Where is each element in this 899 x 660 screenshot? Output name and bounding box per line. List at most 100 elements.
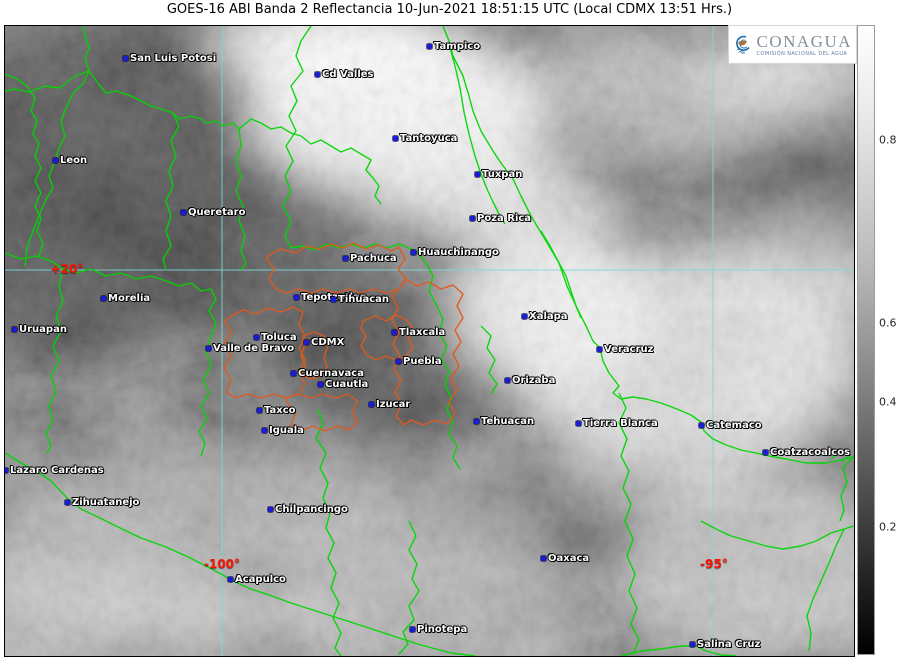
city-label: Izucar — [376, 398, 411, 410]
city-label: Tlaxcala — [399, 326, 446, 338]
city-dot-icon — [206, 345, 211, 351]
city-marker: Cd Valles — [315, 69, 374, 80]
city-dot-icon — [410, 626, 415, 632]
city-dot-icon — [427, 43, 432, 49]
city-label: San Luis Potosi — [130, 52, 217, 64]
city-marker: Acapulco — [228, 574, 286, 585]
city-label: Tierra Blanca — [583, 417, 658, 429]
city-marker: Queretaro — [181, 207, 245, 218]
city-marker: San Luis Potosi — [123, 53, 216, 64]
city-dot-icon — [343, 255, 348, 261]
colorbar-tick-label: 0.8 — [879, 133, 897, 147]
city-label: Cuernavaca — [298, 367, 364, 379]
city-marker: Pinotepa — [410, 624, 467, 635]
city-dot-icon — [699, 422, 704, 428]
city-marker: Tihuacan — [331, 294, 389, 305]
logo-subtitle: COMISIÓN NACIONAL DEL AGUA — [756, 50, 848, 57]
city-label: Cd Valles — [322, 68, 374, 80]
city-marker: Chilpancingo — [268, 504, 348, 515]
city-marker: Izucar — [369, 399, 410, 410]
city-label: Tampico — [434, 40, 481, 52]
city-dot-icon — [294, 294, 299, 300]
city-dot-icon — [123, 55, 128, 61]
colorbar-tick-label: 0.6 — [879, 316, 897, 330]
city-dot-icon — [690, 641, 695, 647]
city-marker: Iguala — [262, 425, 304, 436]
city-label: Morelia — [108, 292, 151, 304]
city-marker: Tantoyuca — [393, 133, 457, 144]
city-marker: CDMX — [304, 337, 344, 348]
city-dot-icon — [597, 346, 602, 352]
graticule-label: -95° — [700, 557, 728, 571]
city-label: Oaxaca — [548, 552, 590, 564]
city-marker: Poza Rica — [470, 213, 531, 224]
city-dot-icon — [181, 209, 186, 215]
city-label: Leon — [60, 154, 88, 166]
city-marker: Tampico — [427, 41, 480, 52]
city-dot-icon — [474, 418, 479, 424]
city-dot-icon — [5, 467, 8, 473]
city-marker: Huauchinango — [411, 247, 499, 258]
city-dot-icon — [392, 329, 397, 335]
graticule-label: -100° — [203, 557, 241, 571]
city-dot-icon — [331, 296, 336, 302]
city-dot-icon — [318, 381, 323, 387]
city-marker: Orizaba — [505, 375, 555, 386]
city-label: Lazaro Cardenas — [10, 464, 104, 476]
city-marker: Zihuatanejo — [65, 497, 139, 508]
city-label: Queretaro — [188, 206, 246, 218]
city-dot-icon — [257, 407, 262, 413]
figure-title: GOES-16 ABI Banda 2 Reflectancia 10-Jun-… — [166, 2, 733, 17]
city-marker: Tuxpan — [475, 169, 522, 180]
city-dot-icon — [393, 135, 398, 141]
city-label: Valle de Bravo — [213, 342, 295, 354]
state-boundaries — [5, 26, 854, 656]
city-dot-icon — [53, 157, 58, 163]
city-marker: Veracruz — [597, 344, 653, 355]
city-label: Cuautla — [325, 378, 369, 390]
city-label: Poza Rica — [477, 212, 532, 224]
city-label: Uruapan — [19, 323, 67, 335]
city-dot-icon — [541, 555, 546, 561]
city-marker: Toluca — [254, 332, 297, 343]
city-label: Huauchinango — [418, 246, 499, 258]
city-dot-icon — [268, 506, 273, 512]
city-marker: Oaxaca — [541, 553, 589, 564]
highlight-boundaries — [223, 242, 464, 432]
city-marker: Tlaxcala — [392, 327, 445, 338]
graticule-label: +20° — [50, 262, 84, 276]
city-dot-icon — [763, 449, 768, 455]
city-dot-icon — [522, 313, 527, 319]
city-layer: San Luis Potosi Cd Valles Tampico Tantoyuca… — [5, 26, 854, 656]
city-marker: Valle de Bravo — [206, 343, 294, 354]
conagua-water-icon — [736, 35, 750, 54]
city-marker: Cuernavaca — [291, 368, 364, 379]
city-label: Coatzacoalcos — [770, 446, 851, 458]
city-label: Catemaco — [706, 419, 762, 431]
satellite-map: San Luis Potosi Cd Valles Tampico Tantoyuca… — [4, 25, 855, 657]
city-dot-icon — [369, 401, 374, 407]
graticule-label-layer: +20° -100° -95° — [5, 26, 854, 656]
city-dot-icon — [12, 326, 17, 332]
city-marker: Leon — [53, 155, 87, 166]
conagua-logo: CONAGUA COMISIÓN NACIONAL DEL AGUA — [728, 25, 857, 64]
city-dot-icon — [262, 427, 267, 433]
city-marker: Morelia — [101, 293, 150, 304]
city-label: Pachuca — [350, 252, 397, 264]
city-label: Tihuacan — [338, 293, 390, 305]
city-label: Acapulco — [235, 573, 286, 585]
logo-name: CONAGUA — [756, 31, 852, 51]
city-label: Salina Cruz — [697, 638, 761, 650]
city-label: Taxco — [264, 404, 296, 416]
city-dot-icon — [470, 215, 475, 221]
city-label: Tuxpan — [482, 168, 523, 180]
city-dot-icon — [254, 334, 259, 340]
city-label: Xalapa — [529, 310, 568, 322]
city-label: Pinotepa — [417, 623, 468, 635]
city-label: CDMX — [311, 336, 345, 348]
city-marker: Tehuacan — [474, 416, 534, 427]
city-label: Puebla — [403, 355, 442, 367]
city-dot-icon — [315, 71, 320, 77]
city-label: Toluca — [261, 331, 297, 343]
